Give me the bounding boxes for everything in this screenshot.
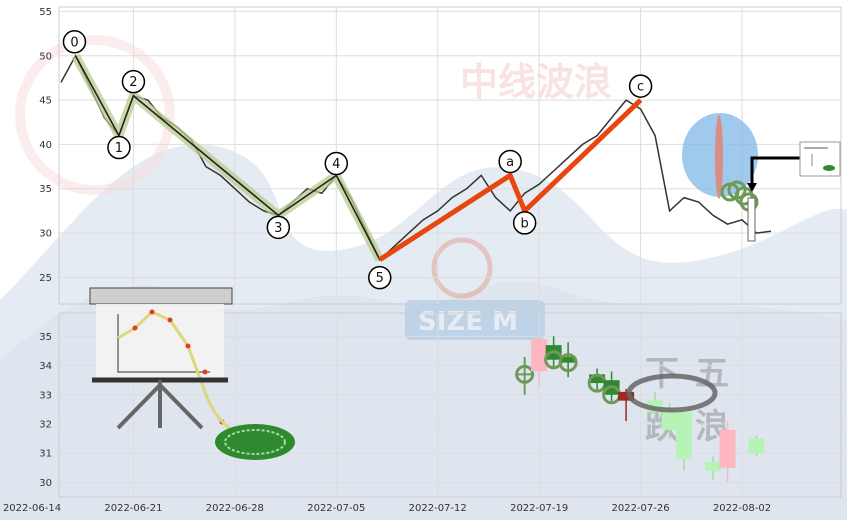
- watermark-logo: SIZE M: [405, 237, 545, 340]
- wave-label-0: 0: [62, 30, 87, 54]
- top-grid: [59, 7, 841, 304]
- candle-body: [719, 429, 736, 468]
- candle: [748, 435, 765, 457]
- candle: [719, 421, 736, 483]
- mini-thumbnail: [799, 141, 841, 177]
- wave-label-text: b: [521, 216, 529, 231]
- bottom-y-tick-label: 32: [39, 419, 52, 430]
- candle: [676, 412, 693, 471]
- candle-body: [618, 391, 635, 401]
- wave-label-circle: [512, 211, 537, 235]
- top-y-tick-label: 50: [39, 51, 52, 62]
- candle: [531, 336, 548, 387]
- top-y-tick-label: 30: [39, 229, 52, 240]
- wave-label-1: 1: [107, 135, 131, 160]
- wave-label-3: 3: [266, 215, 291, 240]
- x-tick-label: 2022-06-14: [3, 503, 61, 514]
- bottom-panel-frame: [58, 312, 842, 498]
- wave-label-text: a: [506, 155, 514, 170]
- blue-ellipse-annotation: [682, 113, 758, 199]
- wave-label-4: 4: [324, 151, 349, 176]
- wave-label-circle: [266, 215, 291, 240]
- top-y-tick-label: 45: [39, 96, 52, 107]
- wave-label-a: a: [498, 149, 522, 174]
- candle-body: [748, 438, 765, 454]
- x-tick-label: 2022-07-26: [612, 503, 670, 514]
- wave-label-text: 1: [115, 141, 123, 156]
- gray-ellipse-annotation: [626, 373, 718, 413]
- top-y-tick-label: 55: [39, 7, 52, 18]
- candle-body: [676, 412, 693, 460]
- top-y-tick-label: 25: [39, 273, 52, 284]
- wave-label-circle: [62, 30, 87, 54]
- wave-label-text: 2: [129, 75, 137, 90]
- wave-label-2: 2: [121, 69, 146, 94]
- candle-body: [560, 356, 577, 363]
- elliott-waves-group: 0 1 2 3 4 5 a b c: [62, 30, 653, 290]
- x-tick-label: 2022-08-02: [713, 503, 771, 514]
- x-axis: 2022-06-14 2022-06-21 2022-06-28 2022-07-05…: [3, 503, 771, 514]
- bottom-y-axis: 30 31 32 33 34 35: [39, 332, 52, 489]
- x-tick-label: 2022-06-21: [104, 503, 162, 514]
- candle: [618, 388, 635, 422]
- candle-body: [531, 339, 548, 372]
- top-y-tick-label: 40: [39, 140, 52, 151]
- wave-label-circle: [628, 74, 653, 98]
- bottom-y-tick-label: 34: [39, 361, 52, 372]
- top-y-axis: 25 30 35 40 45 50 55: [39, 7, 52, 284]
- wave-label-text: 4: [332, 157, 340, 172]
- wave-label-text: 0: [70, 35, 78, 50]
- bottom-y-tick-label: 31: [39, 449, 52, 460]
- wave-label-circle: [107, 135, 131, 160]
- wave-label-circle: [121, 69, 146, 94]
- x-tick-label: 2022-07-19: [510, 503, 568, 514]
- wave-label-text: c: [637, 80, 644, 95]
- candle-body: [705, 461, 722, 471]
- candle: [705, 456, 722, 480]
- x-tick-label: 2022-07-05: [307, 503, 365, 514]
- x-tick-label: 2022-06-28: [206, 503, 264, 514]
- top-panel-frame: [58, 6, 842, 305]
- wave-label-circle: [368, 265, 392, 290]
- arrow-annotation: [747, 156, 800, 242]
- candle-body: [589, 374, 606, 384]
- watermark-logo-text: SIZE M: [418, 307, 518, 337]
- x-tick-label: 2022-07-12: [409, 503, 467, 514]
- candle-ring: [558, 353, 578, 373]
- bottom-y-tick-label: 30: [39, 478, 52, 489]
- wave-label-5: 5: [368, 265, 392, 290]
- watermark-title: 中线波浪: [460, 60, 612, 104]
- bottom-y-tick-label: 35: [39, 332, 52, 343]
- bottom-y-tick-label: 33: [39, 390, 52, 401]
- candle-body: [661, 409, 678, 430]
- corrective-wave-line: [378, 98, 643, 262]
- candle: [558, 342, 578, 378]
- wave-label-b: b: [512, 211, 537, 235]
- candle: [515, 356, 535, 395]
- top-y-tick-label: 35: [39, 184, 52, 195]
- wave-label-circle: [324, 151, 349, 176]
- candlestick-group: [515, 336, 765, 483]
- wave-label-text: 3: [274, 221, 282, 236]
- wave-label-text: 5: [376, 271, 384, 286]
- wave-label-circle: [498, 149, 522, 174]
- impulse-wave-line: [74, 55, 381, 261]
- wave-label-c: c: [628, 74, 653, 98]
- bottom-grid: [59, 313, 841, 497]
- presentation-board-illustration: [89, 287, 295, 460]
